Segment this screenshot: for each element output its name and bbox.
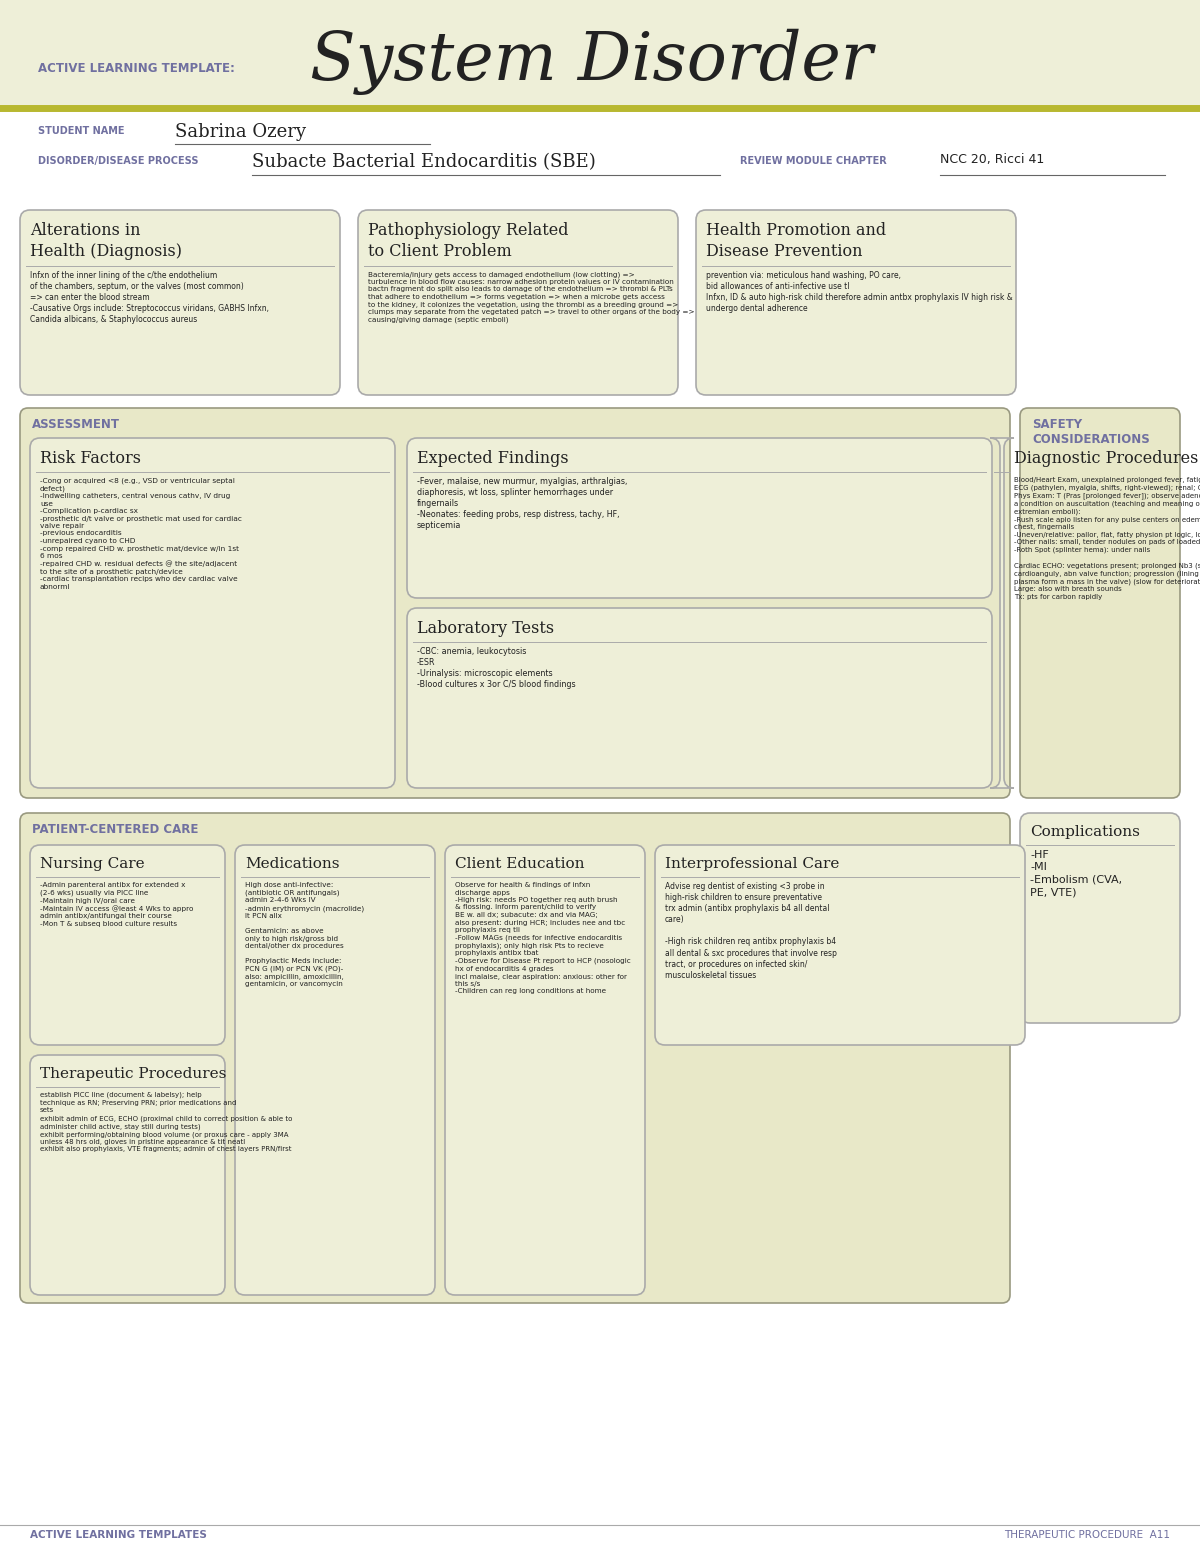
Text: Complications: Complications	[1030, 825, 1140, 839]
Text: Risk Factors: Risk Factors	[40, 450, 142, 467]
Text: -HF
-MI
-Embolism (CVA,
PE, VTE): -HF -MI -Embolism (CVA, PE, VTE)	[1030, 849, 1122, 898]
Text: ACTIVE LEARNING TEMPLATES: ACTIVE LEARNING TEMPLATES	[30, 1530, 206, 1541]
Text: REVIEW MODULE CHAPTER: REVIEW MODULE CHAPTER	[740, 155, 887, 166]
FancyBboxPatch shape	[358, 210, 678, 394]
Text: ACTIVE LEARNING TEMPLATE:: ACTIVE LEARNING TEMPLATE:	[38, 62, 235, 75]
Text: High dose anti-infective:
(antibiotic OR antifungals)
admin 2-4-6 Wks IV
-admin : High dose anti-infective: (antibiotic OR…	[245, 882, 364, 988]
Text: Medications: Medications	[245, 857, 340, 871]
FancyBboxPatch shape	[20, 814, 1010, 1303]
Text: STUDENT NAME: STUDENT NAME	[38, 126, 125, 137]
Text: Expected Findings: Expected Findings	[418, 450, 569, 467]
FancyBboxPatch shape	[696, 210, 1016, 394]
Text: establish PICC line (document & labelsy); help
technique as RN; Preserving PRN; : establish PICC line (document & labelsy)…	[40, 1092, 293, 1152]
Text: Sabrina Ozery: Sabrina Ozery	[175, 123, 306, 141]
FancyBboxPatch shape	[30, 845, 226, 1045]
Text: -Cong or acquired <8 (e.g., VSD or ventricular septal
defect)
-Indwelling cathet: -Cong or acquired <8 (e.g., VSD or ventr…	[40, 477, 242, 590]
FancyBboxPatch shape	[655, 845, 1025, 1045]
Text: THERAPEUTIC PROCEDURE  A11: THERAPEUTIC PROCEDURE A11	[1004, 1530, 1170, 1541]
FancyBboxPatch shape	[20, 408, 1010, 798]
Text: ASSESSMENT: ASSESSMENT	[32, 418, 120, 432]
Text: Client Education: Client Education	[455, 857, 584, 871]
Text: Infxn of the inner lining of the c/the endothelium
of the chambers, septum, or t: Infxn of the inner lining of the c/the e…	[30, 272, 269, 325]
FancyBboxPatch shape	[30, 1054, 226, 1295]
Text: Advise reg dentist of existing <3 probe in
high-risk children to ensure preventa: Advise reg dentist of existing <3 probe …	[665, 882, 836, 980]
Text: System Disorder: System Disorder	[310, 30, 872, 95]
Text: NCC 20, Ricci 41: NCC 20, Ricci 41	[940, 154, 1044, 166]
Text: Blood/Heart Exam, unexplained prolonged fever, fatigue, shortside, trillino, flu: Blood/Heart Exam, unexplained prolonged …	[1014, 477, 1200, 599]
Text: Observe for health & findings of infxn
discharge apps
-High risk: needs PO toget: Observe for health & findings of infxn d…	[455, 882, 631, 994]
Text: Alterations in
Health (Diagnosis): Alterations in Health (Diagnosis)	[30, 222, 182, 259]
Text: PATIENT-CENTERED CARE: PATIENT-CENTERED CARE	[32, 823, 198, 836]
Text: Interprofessional Care: Interprofessional Care	[665, 857, 839, 871]
Text: Laboratory Tests: Laboratory Tests	[418, 620, 554, 637]
FancyBboxPatch shape	[407, 609, 992, 787]
Text: -Fever, malaise, new murmur, myalgias, arthralgias,
diaphoresis, wt loss, splint: -Fever, malaise, new murmur, myalgias, a…	[418, 477, 628, 531]
Text: Diagnostic Procedures: Diagnostic Procedures	[1014, 450, 1199, 467]
Text: Health Promotion and
Disease Prevention: Health Promotion and Disease Prevention	[706, 222, 886, 259]
FancyBboxPatch shape	[990, 438, 1014, 787]
FancyBboxPatch shape	[30, 438, 395, 787]
Text: Therapeutic Procedures: Therapeutic Procedures	[40, 1067, 227, 1081]
FancyBboxPatch shape	[407, 438, 992, 598]
FancyBboxPatch shape	[20, 210, 340, 394]
Text: Pathophysiology Related
to Client Problem: Pathophysiology Related to Client Proble…	[368, 222, 569, 259]
Text: DISORDER/DISEASE PROCESS: DISORDER/DISEASE PROCESS	[38, 155, 198, 166]
Text: -Admin parenteral antibx for extended x
(2-6 wks) usually via PICC line
-Maintai: -Admin parenteral antibx for extended x …	[40, 882, 193, 927]
Text: -CBC: anemia, leukocytosis
-ESR
-Urinalysis: microscopic elements
-Blood culture: -CBC: anemia, leukocytosis -ESR -Urinaly…	[418, 648, 576, 690]
FancyBboxPatch shape	[235, 845, 436, 1295]
FancyBboxPatch shape	[1020, 814, 1180, 1023]
FancyBboxPatch shape	[1020, 408, 1180, 798]
Text: SAFETY
CONSIDERATIONS: SAFETY CONSIDERATIONS	[1032, 418, 1150, 446]
Text: prevention via: meticulous hand washing, PO care,
bid allowances of anti-infecti: prevention via: meticulous hand washing,…	[706, 272, 1013, 314]
Text: Bacteremia/injury gets access to damaged endothelium (low clotting) =>
turbulenc: Bacteremia/injury gets access to damaged…	[368, 272, 695, 323]
FancyBboxPatch shape	[0, 0, 1200, 109]
Text: Subacte Bacterial Endocarditis (SBE): Subacte Bacterial Endocarditis (SBE)	[252, 154, 595, 171]
Text: Nursing Care: Nursing Care	[40, 857, 145, 871]
FancyBboxPatch shape	[445, 845, 646, 1295]
